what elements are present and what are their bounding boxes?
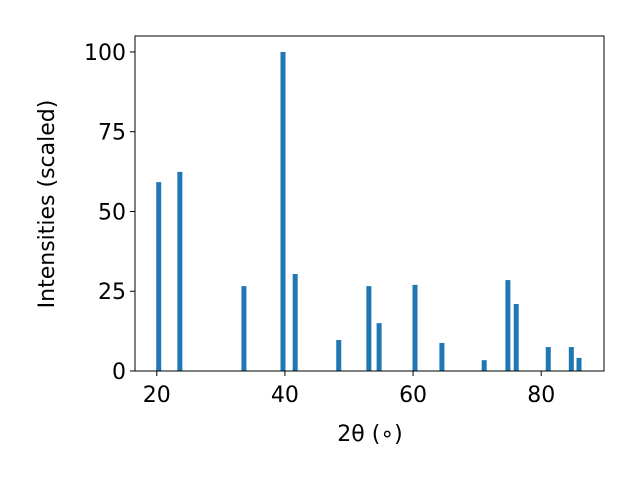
- bar: [241, 286, 247, 371]
- bar: [376, 323, 382, 371]
- bar: [505, 280, 511, 371]
- bar: [513, 304, 519, 371]
- y-tick-label: 50: [98, 200, 126, 225]
- y-tick-label: 75: [98, 121, 126, 146]
- x-tick-label: 20: [143, 383, 171, 408]
- bar: [177, 171, 183, 371]
- bar: [156, 182, 162, 371]
- bar: [439, 342, 445, 371]
- x-tick-label: 60: [399, 383, 427, 408]
- y-tick-label: 25: [98, 280, 126, 305]
- plot-frame: [134, 35, 605, 372]
- bar: [280, 51, 286, 371]
- x-tick-label: 80: [527, 383, 555, 408]
- x-axis-label: 2θ (∘): [337, 422, 402, 447]
- bar: [568, 347, 574, 371]
- y-axis-label: Intensities (scaled): [35, 100, 60, 309]
- bar: [366, 286, 372, 371]
- bar: [292, 274, 298, 371]
- bar: [576, 357, 582, 371]
- y-tick-label: 0: [112, 360, 126, 385]
- y-tick-label: 100: [84, 41, 126, 66]
- bar: [545, 347, 551, 371]
- x-tick-label: 40: [271, 383, 299, 408]
- bar: [336, 340, 342, 371]
- bar: [412, 284, 418, 371]
- bar: [481, 360, 487, 371]
